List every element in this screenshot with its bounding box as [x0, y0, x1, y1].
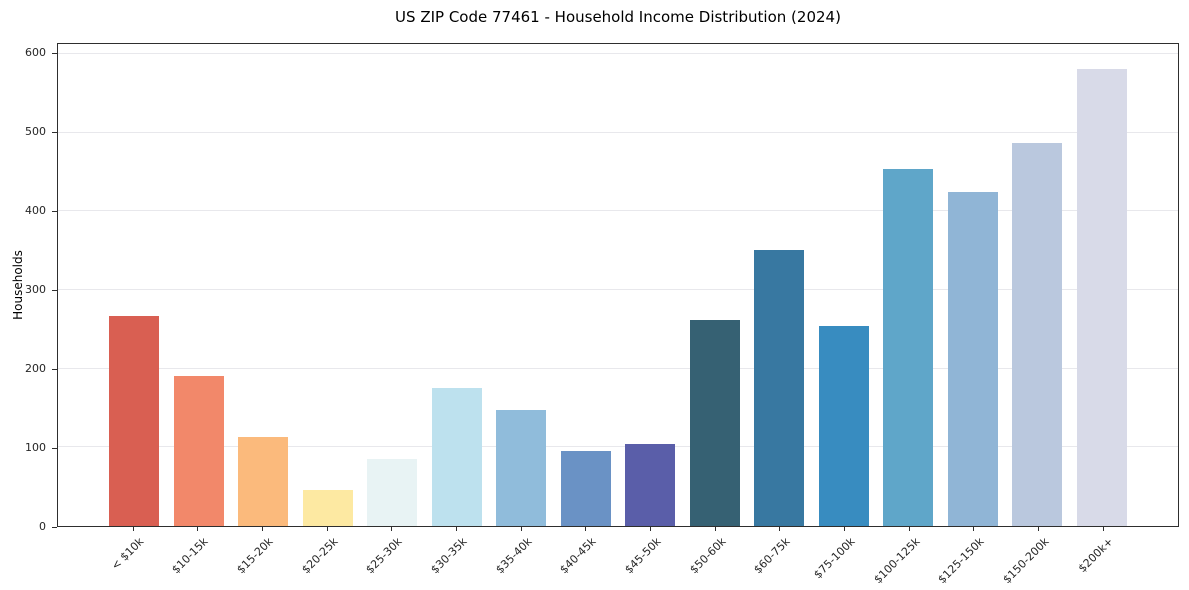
gridline-y-200	[58, 367, 1178, 369]
bar	[496, 410, 547, 526]
x-tick-mark	[326, 527, 328, 531]
x-tick-mark	[261, 527, 263, 531]
x-tick-mark	[779, 527, 781, 531]
y-tick-label: 300	[25, 283, 46, 297]
gridline-y-500	[58, 131, 1178, 133]
y-tick-mark	[52, 289, 57, 291]
x-tick-label-text: $150-200k	[1000, 535, 1052, 587]
y-tick-label: 0	[39, 520, 46, 533]
y-tick-mark	[52, 526, 57, 528]
bar	[238, 437, 289, 526]
bar	[302, 489, 353, 526]
gridline-y-300	[58, 289, 1178, 291]
x-tick-mark	[1102, 527, 1104, 531]
bar	[883, 169, 934, 526]
bar	[431, 387, 482, 526]
bar	[560, 451, 611, 526]
x-tick-mark	[843, 527, 845, 531]
y-tick-label: 200	[25, 362, 46, 376]
x-tick-label-text: $75-100k	[811, 535, 858, 582]
y-tick-label: 400	[25, 204, 46, 218]
x-tick-mark	[455, 527, 457, 531]
bar	[173, 375, 224, 526]
x-tick-label-text: $50-60k	[686, 535, 729, 577]
plot-area	[57, 43, 1179, 527]
x-tick-label-text: $35-40k	[492, 535, 535, 577]
bars-container	[58, 44, 1178, 526]
x-tick-label-text: $100-125k	[871, 535, 923, 587]
gridline-y-100	[58, 446, 1178, 448]
bar	[818, 326, 869, 526]
bar	[947, 191, 998, 526]
y-tick-mark	[52, 368, 57, 370]
bar	[689, 320, 740, 526]
y-tick-label: 600	[25, 46, 46, 60]
x-tick-label-text: $10-15k	[169, 535, 211, 577]
y-tick-label: 500	[25, 125, 46, 139]
x-tick-mark	[1037, 527, 1039, 531]
y-tick-label: 100	[25, 441, 46, 455]
x-tick-label-text: $30-35k	[428, 535, 470, 577]
x-tick-label-text: $15-20k	[234, 535, 276, 577]
x-tick-mark	[391, 527, 393, 531]
x-tick-label-text: $200k+	[1076, 535, 1117, 576]
x-tick-mark	[649, 527, 651, 531]
gridline-y-400	[58, 210, 1178, 212]
bar	[1012, 143, 1063, 526]
x-tick-label-text: $45-50k	[622, 535, 664, 577]
x-tick-label-text: $60-75k	[751, 535, 793, 577]
x-tick-mark	[585, 527, 587, 531]
bar	[109, 316, 159, 526]
x-tick-label-text: $40-45k	[557, 535, 599, 577]
x-tick-label-text: $25-30k	[363, 535, 405, 577]
x-tick-mark	[132, 527, 134, 531]
x-tick-label-text: < $10k	[108, 535, 147, 573]
x-tick-mark	[714, 527, 716, 531]
x-tick-mark	[520, 527, 522, 531]
x-tick-label-text: $125-150k	[935, 535, 987, 587]
chart-title: US ZIP Code 77461 - Household Income Dis…	[395, 8, 841, 26]
x-tick-mark	[197, 527, 199, 531]
gridline-y-600	[58, 53, 1178, 55]
y-tick-mark	[52, 210, 57, 212]
x-tick-mark	[973, 527, 975, 531]
y-tick-mark	[52, 447, 57, 449]
y-tick-mark	[52, 52, 57, 54]
bar	[367, 459, 418, 526]
x-tick-mark	[908, 527, 910, 531]
bar	[1076, 69, 1127, 526]
x-tick-label-text: $20-25k	[298, 535, 341, 577]
bar	[754, 250, 805, 526]
bar	[625, 444, 676, 526]
y-tick-mark	[52, 131, 57, 133]
